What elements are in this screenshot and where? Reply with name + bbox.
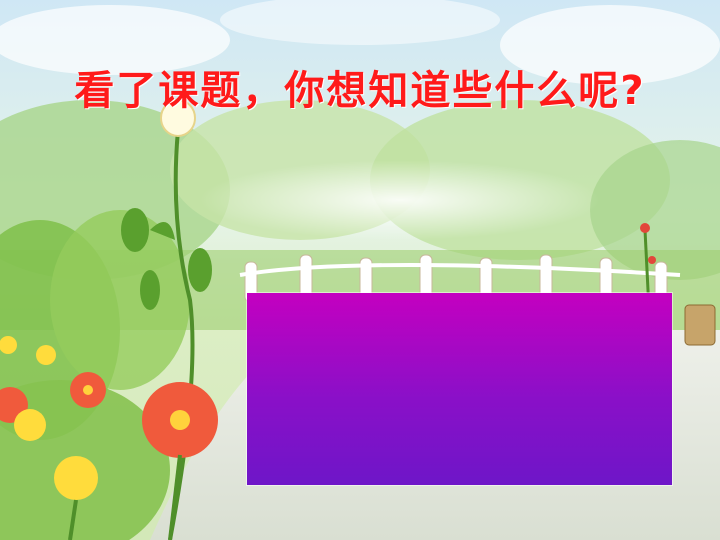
slide-title: 看了课题，你想知道些什么呢? xyxy=(74,68,646,114)
answer-box xyxy=(247,293,672,485)
